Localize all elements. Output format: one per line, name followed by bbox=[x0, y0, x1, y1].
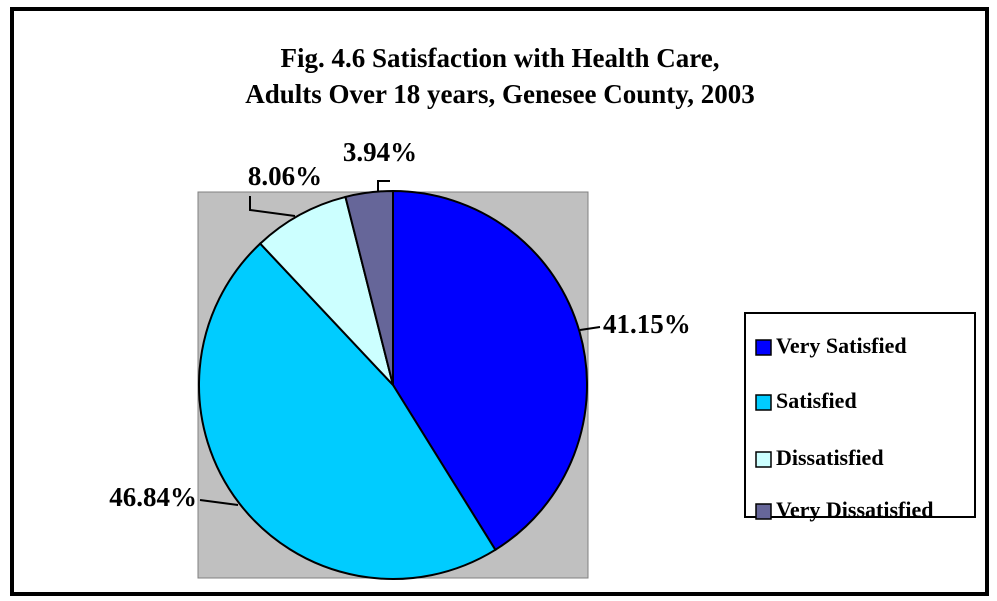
leader-line bbox=[249, 196, 296, 217]
leader-line bbox=[579, 326, 601, 331]
legend-swatch bbox=[755, 503, 772, 520]
leader-line bbox=[199, 499, 239, 506]
pie-slice bbox=[258, 195, 395, 389]
leader-line bbox=[377, 180, 390, 192]
data-label: 3.94% bbox=[343, 137, 417, 167]
legend-label: Very Satisfied bbox=[776, 333, 907, 358]
pie-slice bbox=[344, 189, 394, 386]
chart-title: Adults Over 18 years, Genesee County, 20… bbox=[245, 79, 754, 109]
legend-label: Satisfied bbox=[776, 388, 857, 413]
legend bbox=[744, 312, 976, 518]
legend-swatch bbox=[755, 451, 772, 468]
data-label: 41.15% bbox=[603, 309, 691, 339]
pie-slice bbox=[392, 189, 588, 552]
data-label: 46.84% bbox=[109, 482, 197, 512]
chart-title: Fig. 4.6 Satisfaction with Health Care, bbox=[281, 43, 720, 73]
legend-swatch bbox=[755, 394, 772, 411]
legend-label: Dissatisfied bbox=[776, 445, 884, 470]
data-label: 8.06% bbox=[248, 161, 322, 191]
pie-slice bbox=[198, 242, 497, 580]
legend-swatch bbox=[755, 339, 772, 356]
legend-label: Very Dissatisfied bbox=[776, 497, 933, 522]
